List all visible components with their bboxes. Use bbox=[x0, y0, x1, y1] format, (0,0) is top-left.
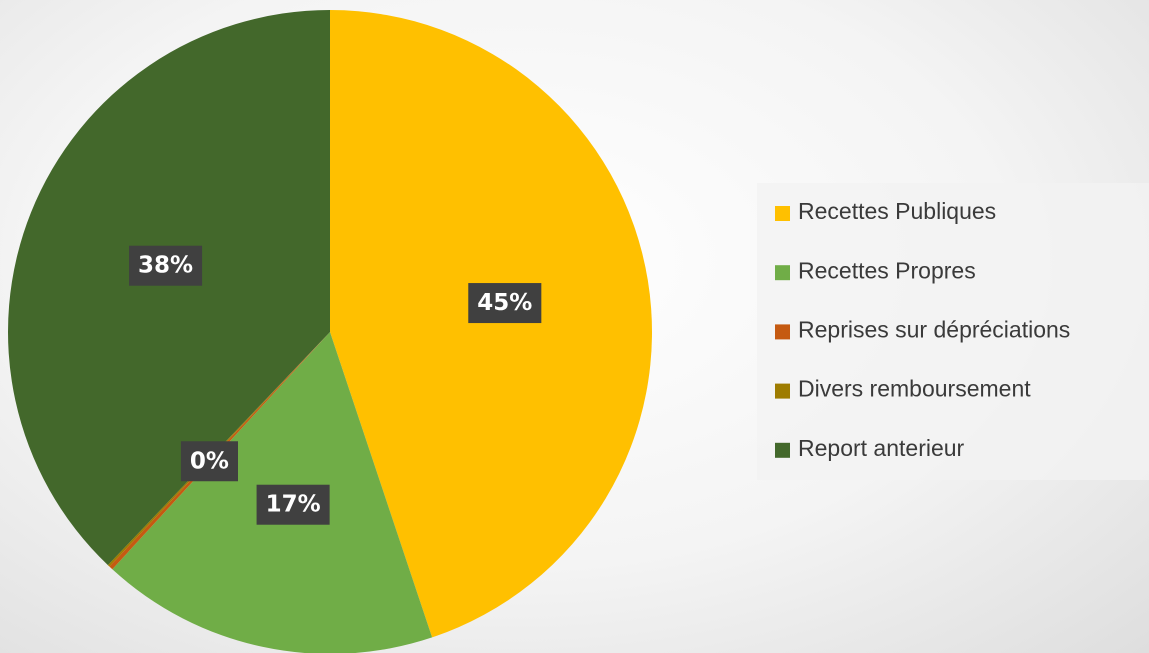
legend-label: Recettes Propres bbox=[798, 257, 976, 283]
legend-label: Recettes Publiques bbox=[798, 198, 996, 224]
legend-swatch bbox=[775, 324, 790, 340]
data-label: 38% bbox=[138, 253, 193, 279]
data-label-group: 38% bbox=[129, 245, 203, 286]
data-label: 0% bbox=[190, 448, 229, 474]
data-label-box bbox=[180, 441, 238, 482]
legend-swatch bbox=[775, 442, 790, 458]
pie-slice bbox=[330, 10, 652, 638]
data-label-box bbox=[129, 245, 203, 286]
data-label-group: 0% bbox=[180, 441, 238, 482]
data-label: 17% bbox=[266, 492, 321, 518]
legend-swatch bbox=[775, 206, 790, 221]
data-label-box bbox=[468, 283, 542, 324]
legend-swatch bbox=[775, 383, 790, 399]
legend-label: Divers remboursement bbox=[798, 376, 1031, 402]
legend-label: Reprises sur dépréciations bbox=[798, 316, 1070, 342]
data-label-box bbox=[256, 484, 330, 525]
data-label-group: 45% bbox=[468, 283, 542, 324]
data-label-group: 17% bbox=[256, 484, 330, 525]
data-label: 45% bbox=[477, 290, 532, 316]
legend-swatch bbox=[775, 265, 790, 281]
legend-box bbox=[757, 183, 1149, 480]
legend-label: Report anterieur bbox=[798, 435, 965, 461]
pie-slice bbox=[7, 10, 330, 566]
